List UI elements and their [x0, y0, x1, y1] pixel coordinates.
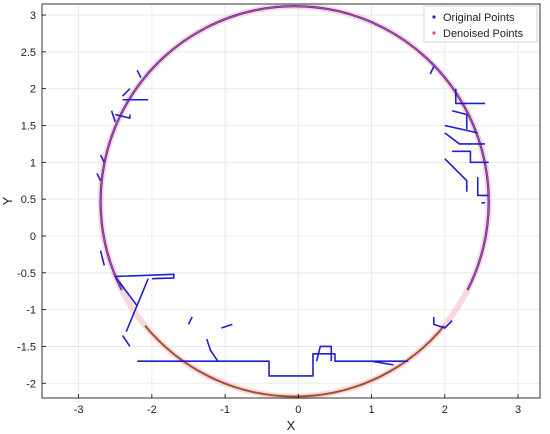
x-tick-label: 3 [515, 404, 521, 416]
original-points-segment [221, 323, 233, 329]
original-points-segment [444, 132, 486, 145]
plot-frame [41, 3, 541, 399]
original-points-segment [187, 316, 193, 325]
y-tick-label: -0.5 [17, 268, 36, 280]
y-tick-label: -1.5 [17, 341, 36, 353]
legend-box [423, 5, 538, 43]
floor-arc [144, 325, 445, 398]
original-points-segment [121, 334, 131, 347]
original-points-segment [444, 158, 468, 192]
x-tick-label: -2 [147, 404, 157, 416]
original-points-segment [137, 353, 409, 377]
legend-label-denoised: Denoised Points [443, 28, 524, 40]
original-points-segment [451, 110, 468, 130]
y-axis-label: Y [0, 196, 15, 205]
original-points-arc [99, 5, 490, 291]
original-points-segment [315, 345, 333, 362]
grid [42, 4, 540, 398]
y-tick-label: 0.5 [21, 194, 36, 206]
y-tick-label: 0 [30, 231, 36, 243]
x-tick-label: 2 [442, 404, 448, 416]
original-points-segment [96, 173, 102, 182]
x-tick-label: 0 [295, 404, 301, 416]
original-points-segment [125, 278, 149, 333]
denoised-halo [97, 3, 492, 400]
legend-label-original: Original Points [443, 12, 515, 24]
x-tick-label: -1 [220, 404, 230, 416]
original-points-segment [444, 124, 478, 134]
original-points-segment [121, 88, 131, 97]
legend: Original Points Denoised Points [423, 5, 538, 43]
original-points-segment [206, 338, 219, 362]
denoised-points-arc [99, 5, 490, 291]
y-tick-label: -2 [26, 378, 36, 390]
original-points-segment [452, 150, 489, 164]
y-tick-label: 2.5 [21, 47, 36, 59]
original-points-segment [99, 250, 106, 266]
y-tick-label: 3 [30, 10, 36, 22]
original-points-segment [99, 154, 105, 163]
y-tick-label: 2 [30, 84, 36, 96]
original-points-segment [429, 66, 435, 75]
plot-area [96, 3, 492, 400]
original-points-segment [371, 360, 394, 366]
original-points-segment [115, 113, 131, 119]
y-tick-label: 1 [30, 157, 36, 169]
y-tick-label: -1 [26, 305, 36, 317]
original-points-segment [115, 273, 175, 280]
x-axis-label: X [287, 418, 296, 433]
original-points-segment [136, 69, 142, 79]
y-tick-label: 1.5 [21, 121, 36, 133]
original-points-segment [433, 316, 453, 329]
x-tick-label: 1 [368, 404, 374, 416]
tick-labels: -3 -2 -1 0 1 2 3 -2 -1.5 -1 -0.5 0 0.5 1 1.5 2 2.5 3 [17, 10, 521, 416]
legend-marker-denoised [432, 31, 436, 35]
original-points-segment [110, 110, 116, 123]
original-points-segment [476, 177, 489, 197]
original-points-segment [114, 276, 138, 307]
legend-marker-original [432, 15, 436, 19]
x-tick-label: -3 [74, 404, 84, 416]
original-points-segment [454, 88, 486, 105]
